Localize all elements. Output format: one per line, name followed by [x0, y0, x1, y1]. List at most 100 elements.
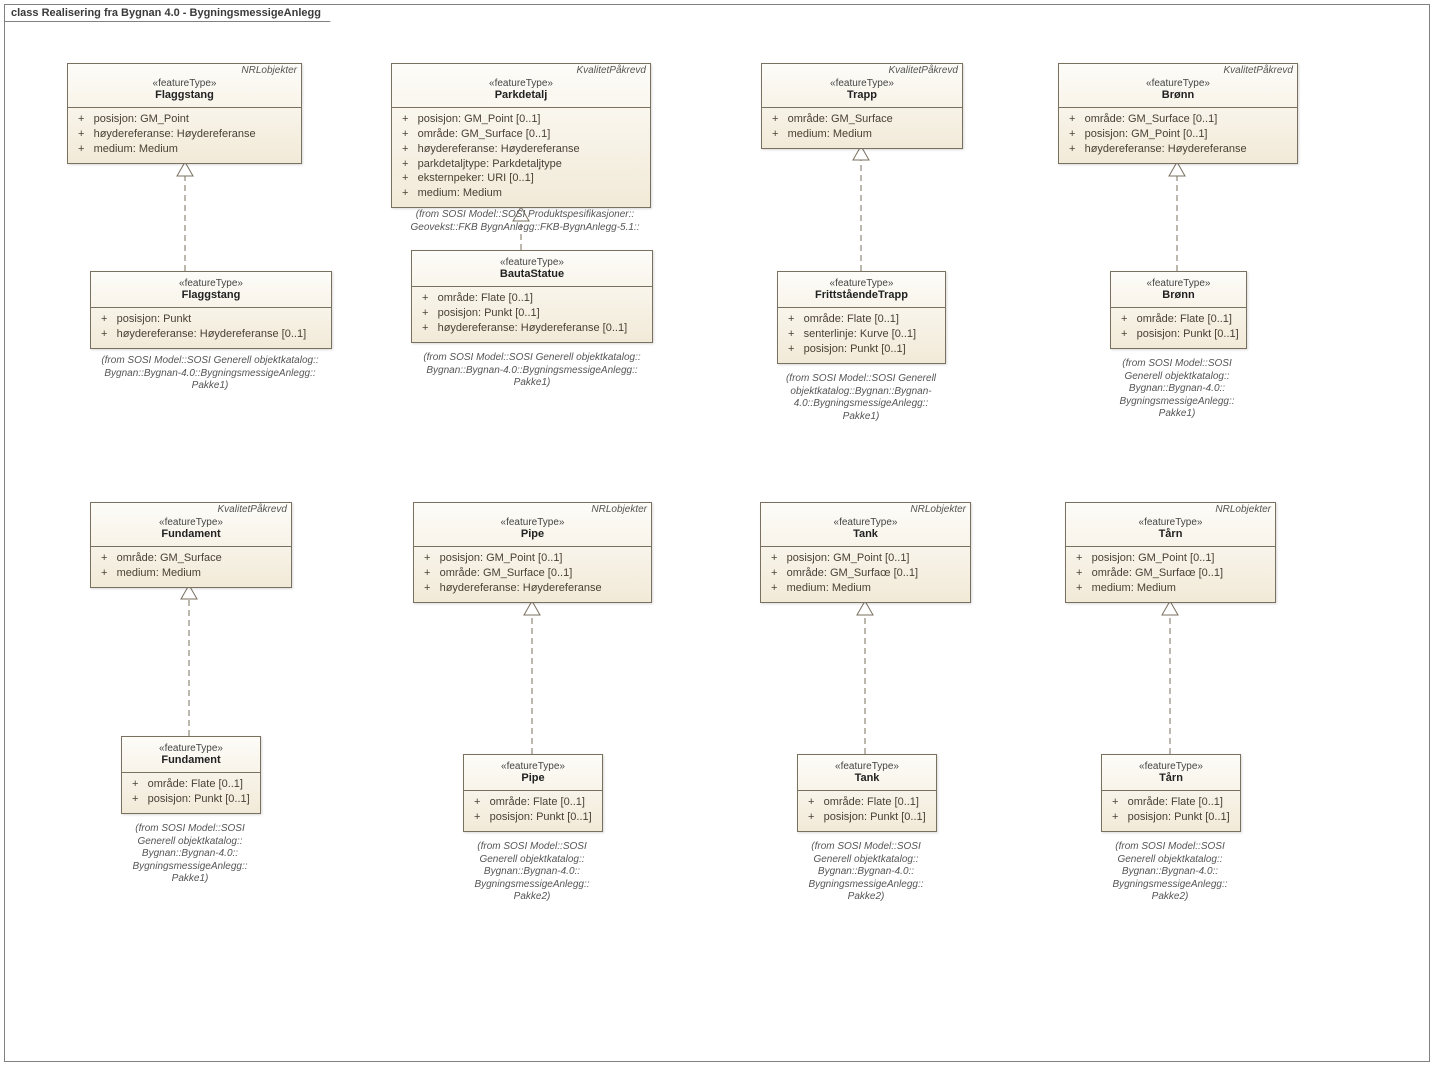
- stereotype-label: «featureType»: [1117, 278, 1240, 289]
- class-attr: høydereferanse: Høydereferanse [0..1]: [422, 321, 646, 336]
- class-box-flaggstang_top: NRLobjekter«featureType»Flaggstangposisj…: [67, 63, 302, 164]
- stereotype-label: «featureType»: [74, 78, 295, 89]
- class-box-tank_bot: «featureType»Tankområde: Flate [0..1]pos…: [797, 754, 937, 832]
- realization-arrowhead-icon: [177, 162, 193, 176]
- class-box-tarn_top: NRLobjekter «featureType»Tårn posisjon: GM…: [1065, 502, 1276, 603]
- class-box-frittstaende: «featureType»FrittståendeTrappområde: Fl…: [777, 271, 946, 364]
- class-tag: KvalitetPåkrevd: [1224, 65, 1293, 76]
- stereotype-label: «featureType»: [784, 278, 939, 289]
- class-attr: medium: Medium: [771, 581, 964, 596]
- class-attrs: posisjon: GM_Point [0..1]område: GM_Surf…: [392, 108, 650, 207]
- class-head: «featureType»Tårn: [1102, 755, 1240, 791]
- diagram-frame: class Realisering fra Bygnan 4.0 - Bygni…: [4, 4, 1430, 1062]
- class-head: «featureType»Fundament: [122, 737, 260, 773]
- class-attr: område: Flate [0..1]: [474, 795, 596, 810]
- from-note: (from SOSI Model::SOSIGenerell objektkat…: [1091, 841, 1249, 904]
- class-name: Flaggstang: [97, 289, 325, 301]
- class-attr: posisjon: Punkt [0..1]: [808, 810, 930, 825]
- class-attrs: område: GM_Surface [0..1]posisjon: GM_Po…: [1059, 108, 1297, 163]
- stereotype-label: «featureType»: [128, 743, 254, 754]
- class-name: Tårn: [1108, 772, 1234, 784]
- class-box-bautastatue: «featureType»BautaStatue område: Flate [0…: [411, 250, 653, 343]
- class-attr: eksternpeker: URI [0..1]: [402, 171, 644, 186]
- class-attr: parkdetaljtype: Parkdetaljtype: [402, 157, 644, 172]
- class-box-pipe_top: NRLobjekter«featureType»Pipeposisjon: GM…: [413, 502, 652, 603]
- class-attr: høydereferanse: Høydereferanse: [78, 127, 295, 142]
- class-head: «featureType»Brønn: [1111, 272, 1246, 308]
- realization-arrowhead-icon: [857, 601, 873, 615]
- class-tag: KvalitetPåkrevd: [577, 65, 646, 76]
- class-attr: medium: Medium: [772, 127, 956, 142]
- class-box-trapp: KvalitetPåkrevd «featureType»Trapp område:…: [761, 63, 963, 149]
- class-attrs: område: Flate [0..1]posisjon: Punkt [0..…: [1111, 308, 1246, 348]
- class-attrs: område: GM_Surfacemedium: Medium: [762, 108, 962, 148]
- class-box-fundament_top: KvalitetPåkrevd«featureType»Fundamentomr…: [90, 502, 292, 588]
- class-tag: KvalitetPåkrevd: [889, 65, 958, 76]
- stereotype-label: «featureType»: [420, 517, 645, 528]
- stereotype-label: «featureType»: [97, 517, 285, 528]
- class-attr: posisjon: Punkt [0..1]: [132, 792, 254, 807]
- class-attr: senterlinje: Kurve [0..1]: [788, 327, 939, 342]
- diagram-canvas: NRLobjekter «featureType» Flaggstang posisj…: [5, 5, 1429, 1061]
- class-attrs: område: Flate [0..1]posisjon: Punkt [0..…: [122, 773, 260, 813]
- class-attrs: posisjon: GM_Point [0..1]område: GM_Surf…: [1066, 547, 1275, 602]
- class-name: Pipe: [470, 772, 596, 784]
- class-attr: område: GM_Surface [0..1]: [402, 127, 644, 142]
- class-attr: posisjon: GM_Point [0..1]: [424, 551, 645, 566]
- stereotype-label: «featureType»: [804, 761, 930, 772]
- class-attrs: område: Flate [0..1]posisjon: Punkt [0..…: [464, 791, 602, 831]
- class-attrs: område: Flate [0..1]posisjon: Punkt [0..…: [412, 287, 652, 342]
- class-name: Tank: [804, 772, 930, 784]
- class-attr: posisjon: Punkt: [101, 312, 325, 327]
- class-box-tarn_bot: «featureType»Tårnområde: Flate [0..1]pos…: [1101, 754, 1241, 832]
- stereotype-label: «featureType»: [768, 78, 956, 89]
- class-attrs: område: Flate [0..1]senterlinje: Kurve […: [778, 308, 945, 363]
- class-tag: NRLobjekter: [1215, 504, 1271, 515]
- class-attr: posisjon: Punkt [0..1]: [788, 342, 939, 357]
- class-attr: medium: Medium: [402, 186, 644, 201]
- stereotype-label: «featureType»: [1108, 761, 1234, 772]
- class-name: Trapp: [768, 89, 956, 101]
- from-note: (from SOSI Model::SOSI Generell objektka…: [71, 355, 349, 393]
- class-attr: område: Flate [0..1]: [422, 291, 646, 306]
- class-attrs: område: Flate [0..1]posisjon: Punkt [0..…: [798, 791, 936, 831]
- class-name: Fundament: [128, 754, 254, 766]
- from-note: (from SOSI Model::SOSI Generellobjektkat…: [767, 373, 955, 423]
- class-attrs: posisjon: GM_Pointhøydereferanse: Høyder…: [68, 108, 301, 163]
- class-tag: NRLobjekter: [910, 504, 966, 515]
- class-name: FrittståendeTrapp: [784, 289, 939, 301]
- class-tag: NRLobjekter: [241, 65, 297, 76]
- class-name: Tårn: [1072, 528, 1269, 540]
- class-attr: medium: Medium: [101, 566, 285, 581]
- class-box-flaggstang_bot: «featureType»Flaggstangposisjon: Punkthø…: [90, 271, 332, 349]
- class-name: Tank: [767, 528, 964, 540]
- from-note: (from SOSI Model::SOSIGenerell objektkat…: [787, 841, 945, 904]
- class-box-parkdetalj: KvalitetPåkrevd«featureType»Parkdetaljpo…: [391, 63, 651, 208]
- class-attrs: posisjon: GM_Point [0..1]område: GM_Surf…: [414, 547, 651, 602]
- class-head: «featureType»Tank: [798, 755, 936, 791]
- class-box-bronn_bot: «featureType»Brønnområde: Flate [0..1]po…: [1110, 271, 1247, 349]
- class-box-fundament_bot: «featureType»Fundamentområde: Flate [0..…: [121, 736, 261, 814]
- realization-arrowhead-icon: [524, 601, 540, 615]
- class-attr: område: Flate [0..1]: [1112, 795, 1234, 810]
- class-attr: område: Flate [0..1]: [1121, 312, 1240, 327]
- class-attr: område: GM_Surface: [772, 112, 956, 127]
- class-box-pipe_bot: «featureType»Pipe område: Flate [0..1]pos…: [463, 754, 603, 832]
- stereotype-label: «featureType»: [398, 78, 644, 89]
- class-attr: posisjon: Punkt [0..1]: [474, 810, 596, 825]
- realization-arrowhead-icon: [1169, 162, 1185, 176]
- class-box-bronn_top: KvalitetPåkrevd«featureType»Brønnområde:…: [1058, 63, 1298, 164]
- class-attr: område: Flate [0..1]: [808, 795, 930, 810]
- class-name: Brønn: [1065, 89, 1291, 101]
- class-head: «featureType»FrittståendeTrapp: [778, 272, 945, 308]
- stereotype-label: «featureType»: [1072, 517, 1269, 528]
- class-attr: område: GM_Surface [0..1]: [424, 566, 645, 581]
- class-name: BautaStatue: [418, 268, 646, 280]
- class-attr: medium: Medium: [1076, 581, 1269, 596]
- class-attr: posisjon: Punkt [0..1]: [422, 306, 646, 321]
- stereotype-label: «featureType»: [767, 517, 964, 528]
- class-name: Brønn: [1117, 289, 1240, 301]
- class-attrs: posisjon: GM_Point [0..1]område: GM_Surf…: [761, 547, 970, 602]
- stereotype-label: «featureType»: [418, 257, 646, 268]
- stereotype-label: «featureType»: [470, 761, 596, 772]
